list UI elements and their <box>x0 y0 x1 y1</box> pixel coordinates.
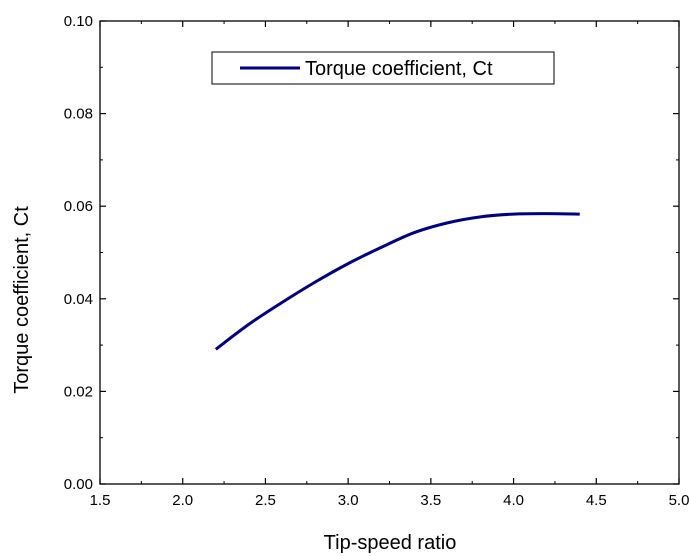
series-line <box>214 212 580 351</box>
y-tick-label: 0.02 <box>64 383 93 400</box>
x-axis-label: Tip-speed ratio <box>324 532 457 554</box>
y-tick-label: 0.04 <box>64 291 93 308</box>
y-tick-label: 0.00 <box>64 476 93 493</box>
y-tick-label: 0.08 <box>64 106 93 123</box>
y-axis-label: Torque coefficient, Ct <box>11 206 33 394</box>
x-tick-label: 2.0 <box>172 492 193 509</box>
x-tick-label: 2.5 <box>255 492 276 509</box>
x-tick-label: 3.0 <box>338 492 359 509</box>
plot-frame <box>99 20 680 485</box>
x-tick-label: 1.5 <box>90 492 111 509</box>
x-tick-label: 3.5 <box>420 492 441 509</box>
x-tick-label: 4.0 <box>503 492 524 509</box>
y-tick-label: 0.10 <box>64 13 93 30</box>
y-tick-label: 0.06 <box>64 198 93 215</box>
x-tick-label: 4.5 <box>586 492 607 509</box>
x-tick-label: 5.0 <box>669 492 689 509</box>
legend-label: Torque coefficient, Ct <box>305 58 493 80</box>
